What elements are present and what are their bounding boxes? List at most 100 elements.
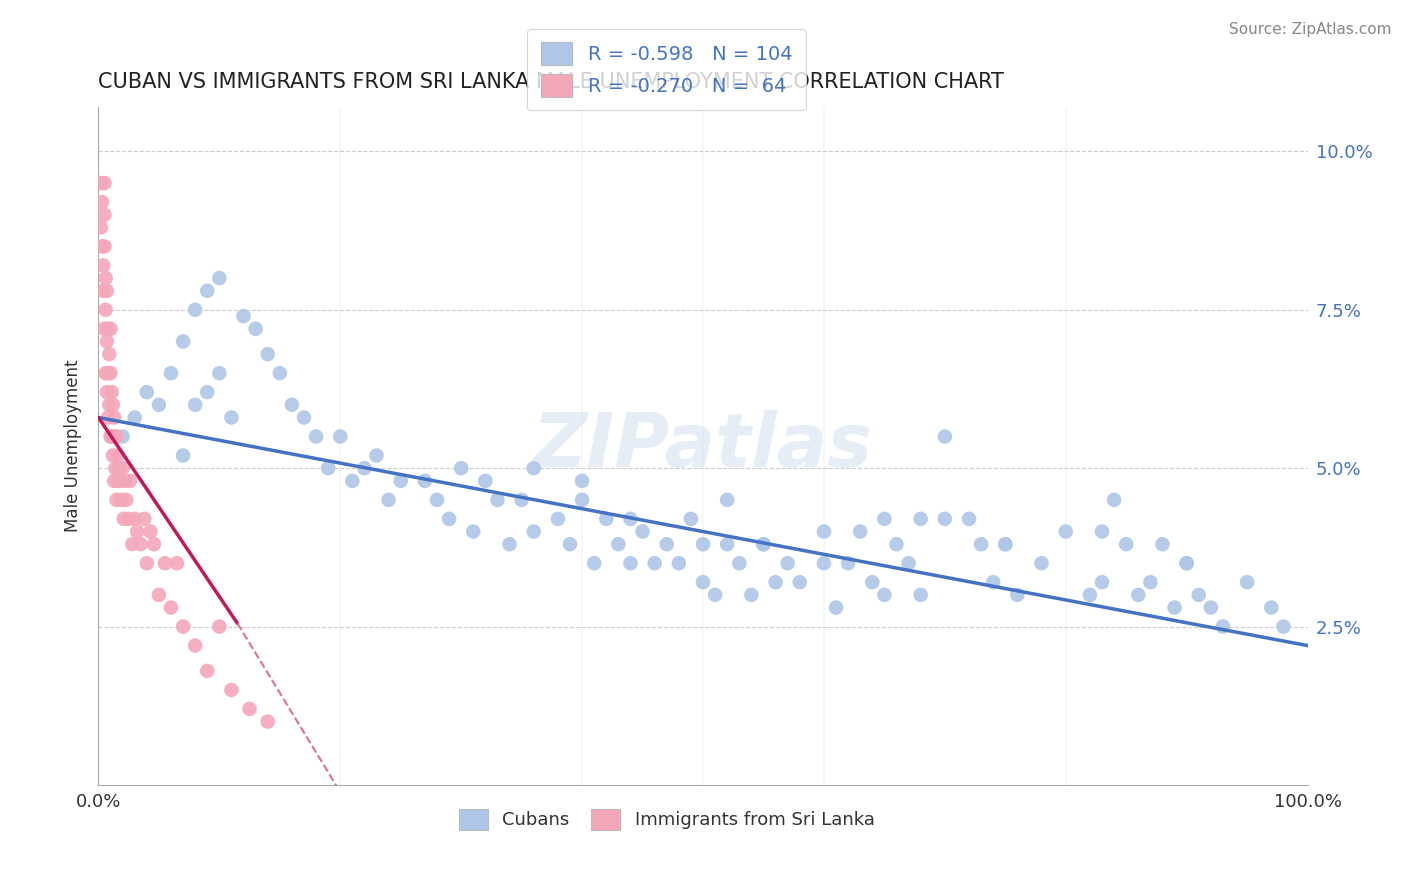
Point	[1091, 524, 1114, 539]
Point	[1175, 556, 1198, 570]
Point	[160, 600, 183, 615]
Point	[184, 398, 207, 412]
Point	[752, 537, 775, 551]
Point	[269, 366, 291, 380]
Point	[353, 461, 375, 475]
Point	[679, 512, 702, 526]
Point	[1212, 619, 1234, 633]
Point	[523, 524, 546, 539]
Point	[98, 398, 121, 412]
Point	[1115, 537, 1137, 551]
Point	[463, 524, 485, 539]
Point	[1163, 600, 1185, 615]
Point	[813, 556, 835, 570]
Point	[619, 512, 641, 526]
Point	[184, 302, 207, 317]
Point	[583, 556, 606, 570]
Point	[776, 556, 799, 570]
Point	[195, 664, 218, 678]
Point	[1128, 588, 1150, 602]
Point	[342, 474, 364, 488]
Point	[166, 556, 188, 570]
Point	[1260, 600, 1282, 615]
Point	[103, 474, 125, 488]
Point	[994, 537, 1017, 551]
Point	[94, 302, 117, 317]
Point	[91, 284, 114, 298]
Point	[377, 492, 399, 507]
Point	[90, 220, 112, 235]
Point	[100, 385, 122, 400]
Point	[135, 385, 157, 400]
Point	[1188, 588, 1211, 602]
Point	[232, 309, 254, 323]
Point	[127, 524, 149, 539]
Point	[153, 556, 176, 570]
Point	[110, 492, 132, 507]
Point	[619, 556, 641, 570]
Point	[547, 512, 569, 526]
Point	[571, 474, 593, 488]
Point	[94, 271, 117, 285]
Point	[873, 512, 896, 526]
Point	[1272, 619, 1295, 633]
Point	[668, 556, 690, 570]
Point	[523, 461, 546, 475]
Point	[849, 524, 872, 539]
Point	[1199, 600, 1222, 615]
Point	[437, 512, 460, 526]
Point	[789, 575, 811, 590]
Point	[105, 429, 128, 443]
Legend: Cubans, Immigrants from Sri Lanka: Cubans, Immigrants from Sri Lanka	[451, 802, 882, 837]
Point	[124, 512, 146, 526]
Point	[631, 524, 654, 539]
Point	[498, 537, 520, 551]
Point	[118, 512, 141, 526]
Point	[704, 588, 727, 602]
Point	[607, 537, 630, 551]
Point	[910, 588, 932, 602]
Text: ZIPatlas: ZIPatlas	[533, 409, 873, 483]
Point	[139, 524, 162, 539]
Point	[1054, 524, 1077, 539]
Point	[655, 537, 678, 551]
Point	[1152, 537, 1174, 551]
Point	[389, 474, 412, 488]
Point	[184, 639, 207, 653]
Point	[366, 449, 388, 463]
Point	[426, 492, 449, 507]
Point	[105, 492, 128, 507]
Point	[329, 429, 352, 443]
Point	[825, 600, 848, 615]
Point	[93, 208, 115, 222]
Point	[239, 702, 262, 716]
Point	[91, 259, 114, 273]
Point	[245, 322, 267, 336]
Point	[994, 537, 1017, 551]
Y-axis label: Male Unemployment: Male Unemployment	[65, 359, 83, 533]
Point	[148, 398, 170, 412]
Point	[93, 239, 115, 253]
Point	[195, 385, 218, 400]
Point	[96, 334, 118, 349]
Point	[135, 556, 157, 570]
Point	[413, 474, 436, 488]
Point	[208, 366, 231, 380]
Point	[129, 537, 152, 551]
Point	[100, 366, 122, 380]
Point	[121, 537, 143, 551]
Point	[281, 398, 304, 412]
Point	[1236, 575, 1258, 590]
Point	[91, 239, 114, 253]
Point	[104, 461, 127, 475]
Point	[1007, 588, 1029, 602]
Point	[740, 588, 762, 602]
Text: Source: ZipAtlas.com: Source: ZipAtlas.com	[1229, 22, 1392, 37]
Point	[886, 537, 908, 551]
Point	[571, 492, 593, 507]
Point	[595, 512, 617, 526]
Point	[728, 556, 751, 570]
Point	[837, 556, 859, 570]
Point	[752, 537, 775, 551]
Point	[108, 461, 131, 475]
